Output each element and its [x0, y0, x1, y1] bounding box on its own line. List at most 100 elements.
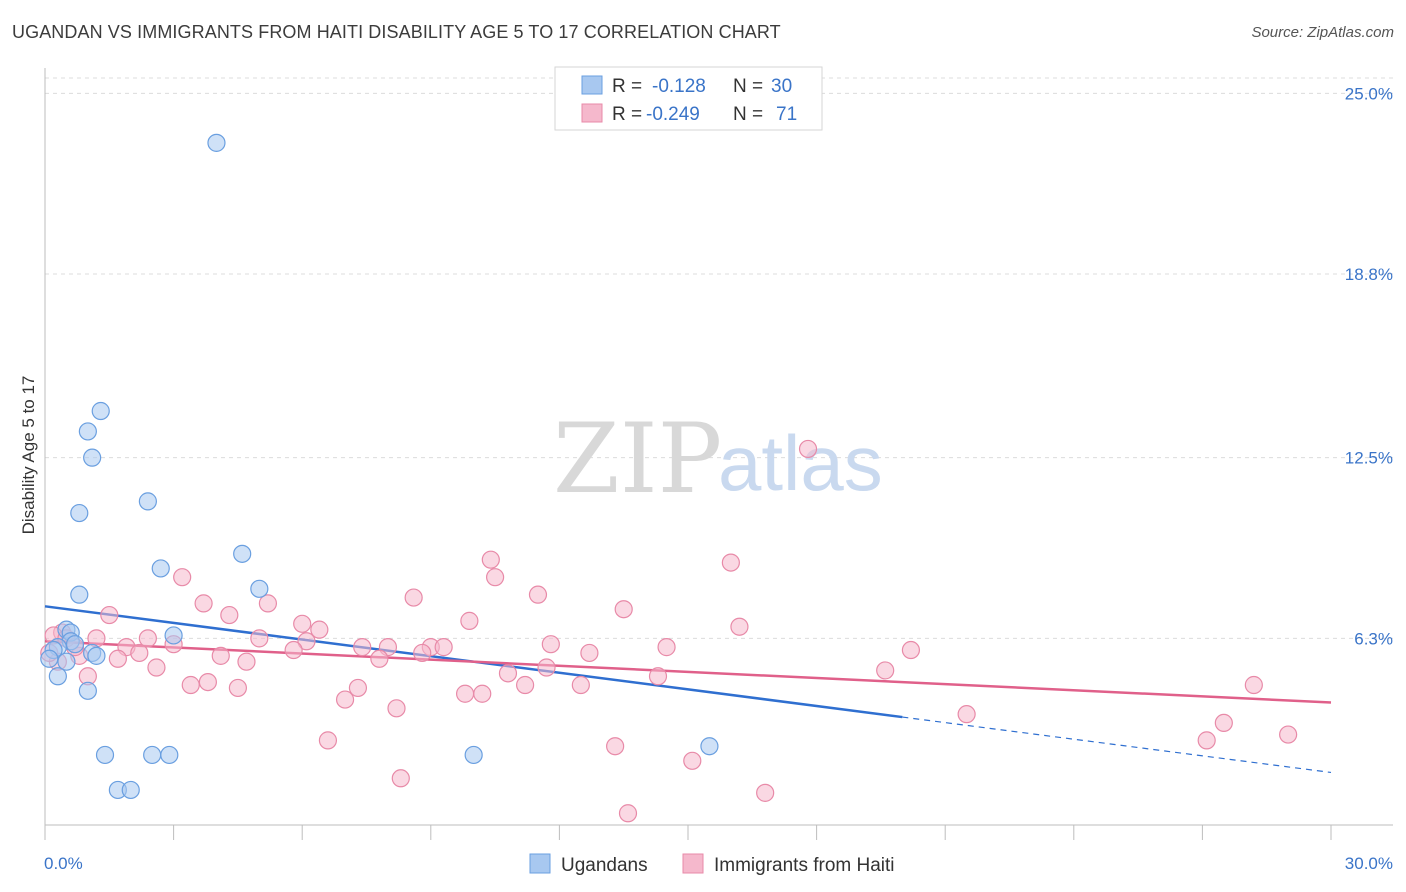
watermark-zip: ZIP — [553, 403, 722, 515]
data-point-haiti — [657, 638, 676, 657]
legend-swatch-ugandans — [529, 853, 551, 874]
legend-n-label: N = — [733, 104, 763, 125]
legend-r-value: -0.249 — [646, 104, 700, 125]
data-point-haiti — [211, 646, 230, 665]
data-point-haiti — [198, 672, 217, 692]
data-point-haiti — [648, 667, 668, 686]
data-point-haiti — [293, 614, 312, 633]
data-point-haiti — [284, 640, 303, 660]
data-point-haiti — [387, 699, 406, 718]
data-point-ugandans — [65, 635, 85, 654]
data-point-haiti — [498, 664, 518, 683]
data-point-haiti — [481, 550, 500, 569]
data-point-ugandans — [151, 559, 170, 578]
watermark: ZIP atlas — [553, 403, 883, 515]
data-point-ugandans — [164, 626, 183, 645]
data-point-ugandans — [87, 646, 106, 665]
data-point-haiti — [130, 643, 149, 663]
data-point-haiti — [100, 605, 119, 625]
legend-r-label: R = — [612, 76, 642, 97]
data-point-ugandans — [78, 422, 97, 441]
data-point-haiti — [310, 620, 329, 639]
data-point-haiti — [194, 594, 213, 613]
legend-label-ugandans: Ugandans — [561, 855, 648, 876]
data-point-haiti — [541, 635, 560, 654]
data-point-ugandans — [70, 585, 89, 604]
data-point-haiti — [250, 629, 269, 648]
x-tick-label-max: 30.0% — [1345, 854, 1393, 873]
legend-label-haiti: Immigrants from Haiti — [714, 855, 895, 876]
data-point-haiti — [404, 588, 423, 607]
data-point-haiti — [756, 783, 775, 802]
legend-r-value: -0.128 — [652, 76, 706, 97]
chart-title: UGANDAN VS IMMIGRANTS FROM HAITI DISABIL… — [12, 22, 781, 42]
data-point-haiti — [516, 675, 535, 695]
data-point-haiti — [473, 684, 492, 703]
data-point-haiti — [434, 638, 453, 657]
data-point-haiti — [460, 611, 479, 630]
data-point-haiti — [297, 632, 316, 651]
data-point-haiti — [730, 617, 749, 636]
data-point-haiti — [1197, 731, 1216, 750]
data-point-ugandans — [250, 579, 269, 598]
data-point-ugandans — [95, 745, 115, 765]
legend-swatch-haiti — [581, 103, 603, 123]
data-point-ugandans — [207, 133, 226, 152]
axes — [44, 68, 1393, 840]
data-point-haiti — [181, 675, 200, 695]
x-tick-label-min: 0.0% — [44, 854, 83, 873]
data-point-haiti — [335, 690, 355, 709]
data-point-ugandans — [83, 448, 102, 467]
stats-legend: R = -0.128 N = 30 R = -0.249 N = 71 — [554, 66, 823, 131]
legend-swatch-ugandans — [581, 75, 603, 95]
legend-n-label: N = — [733, 76, 763, 97]
data-point-haiti — [237, 652, 256, 671]
data-point-ugandans — [464, 745, 483, 765]
data-point-haiti — [108, 649, 127, 668]
data-point-ugandans — [57, 652, 76, 671]
data-point-haiti — [721, 553, 740, 572]
data-point-haiti — [537, 658, 556, 677]
data-point-haiti — [318, 731, 338, 750]
data-point-haiti — [1244, 675, 1263, 695]
legend-swatch-haiti — [682, 853, 704, 874]
data-point-haiti — [413, 643, 432, 663]
source-label: Source: ZipAtlas.com — [1251, 24, 1394, 41]
data-point-haiti — [901, 640, 921, 660]
data-point-haiti — [580, 643, 599, 663]
trend-line-extension — [902, 716, 1332, 774]
data-point-ugandans — [160, 745, 179, 765]
y-tick-label: 12.5% — [1345, 449, 1393, 468]
data-point-haiti — [1279, 725, 1298, 744]
data-point-haiti — [348, 678, 368, 698]
data-point-haiti — [1214, 713, 1233, 732]
legend-r-label: R = — [612, 104, 642, 125]
series-legend: Ugandans Immigrants from Haiti — [529, 853, 895, 876]
scatter-points — [40, 133, 1298, 823]
data-point-ugandans — [70, 503, 89, 523]
data-point-ugandans — [138, 492, 157, 511]
trend-line — [44, 640, 1332, 704]
data-point-haiti — [606, 737, 625, 756]
data-point-ugandans — [143, 745, 162, 765]
data-point-haiti — [220, 605, 239, 625]
data-point-haiti — [370, 649, 389, 668]
data-point-ugandans — [40, 649, 59, 668]
data-point-haiti — [173, 568, 192, 587]
data-point-haiti — [486, 568, 505, 587]
data-point-ugandans — [48, 667, 67, 686]
data-point-haiti — [138, 629, 157, 648]
data-point-haiti — [571, 675, 590, 695]
y-tick-label: 6.3% — [1354, 629, 1393, 648]
data-point-haiti — [147, 658, 166, 677]
trend-lines — [44, 605, 1332, 774]
data-point-haiti — [618, 804, 638, 823]
data-point-haiti — [528, 585, 548, 604]
data-point-ugandans — [91, 401, 110, 421]
legend-n-value: 30 — [771, 76, 792, 97]
data-point-haiti — [957, 705, 976, 724]
data-point-haiti — [683, 751, 702, 770]
data-point-haiti — [228, 678, 247, 698]
data-point-haiti — [614, 600, 633, 619]
